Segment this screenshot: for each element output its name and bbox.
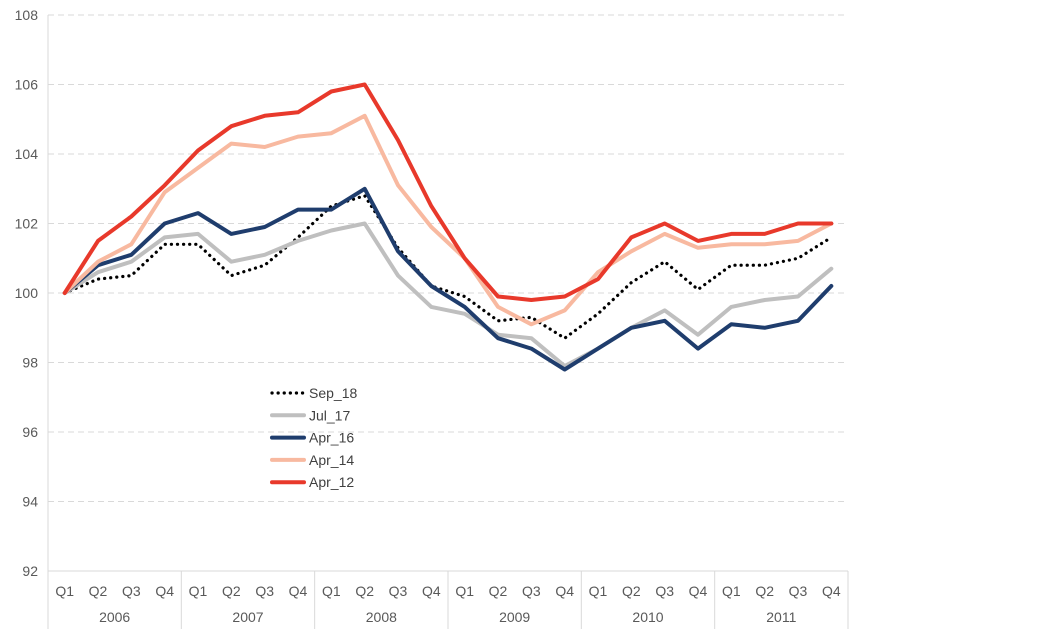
x-tick-label-quarter: Q1 bbox=[189, 583, 208, 599]
x-tick-label-year: 2006 bbox=[99, 609, 130, 625]
x-tick-label-quarter: Q4 bbox=[422, 583, 441, 599]
series-line-apr-14 bbox=[62, 113, 834, 327]
x-tick-label-quarter: Q2 bbox=[622, 583, 641, 599]
y-tick-label: 106 bbox=[15, 77, 39, 93]
x-tick-label-quarter: Q1 bbox=[589, 583, 608, 599]
legend-item: Apr_14 bbox=[270, 452, 354, 468]
x-tick-label-quarter: Q3 bbox=[789, 583, 808, 599]
y-tick-label: 92 bbox=[22, 563, 38, 579]
x-tick-label-quarter: Q3 bbox=[389, 583, 408, 599]
y-tick-label: 94 bbox=[22, 494, 38, 510]
x-axis-tick-labels: Q1 Q2 Q3 Q4 Q1 Q2 Q3 Q4 Q1 Q2 Q3 Q4 Q1 Q2 Q3 Q4 Q1 Q2 Q3 Q4… bbox=[55, 583, 841, 625]
x-tick-label-quarter: Q4 bbox=[689, 583, 708, 599]
x-tick-label-quarter: Q1 bbox=[322, 583, 341, 599]
y-tick-label: 100 bbox=[15, 285, 39, 301]
x-tick-label-quarter: Q1 bbox=[55, 583, 74, 599]
legend-item: Apr_16 bbox=[270, 430, 354, 446]
x-tick-label-quarter: Q2 bbox=[755, 583, 774, 599]
x-tick-label-quarter: Q4 bbox=[822, 583, 841, 599]
x-tick-label-year: 2008 bbox=[366, 609, 397, 625]
x-tick-label-quarter: Q1 bbox=[722, 583, 741, 599]
legend-item: Jul_17 bbox=[270, 407, 350, 423]
x-tick-label-quarter: Q3 bbox=[122, 583, 141, 599]
y-tick-label: 104 bbox=[15, 146, 39, 162]
x-tick-label-quarter: Q4 bbox=[289, 583, 308, 599]
axes bbox=[47, 15, 849, 629]
legend-label: Apr_12 bbox=[309, 474, 354, 490]
legend-item: Sep_18 bbox=[270, 385, 357, 401]
legend: Sep_18 Jul_17 Apr_16 Apr_14 Apr_12 bbox=[270, 385, 357, 490]
x-tick-label-quarter: Q3 bbox=[655, 583, 674, 599]
x-tick-label-quarter: Q2 bbox=[355, 583, 374, 599]
y-tick-label: 108 bbox=[15, 7, 39, 23]
x-tick-label-quarter: Q2 bbox=[222, 583, 241, 599]
series-lines bbox=[62, 82, 834, 372]
y-tick-label: 96 bbox=[22, 424, 38, 440]
series-line-apr-16 bbox=[62, 186, 834, 372]
legend-label: Apr_16 bbox=[309, 430, 354, 446]
x-tick-label-quarter: Q3 bbox=[522, 583, 541, 599]
x-tick-label-quarter: Q2 bbox=[89, 583, 108, 599]
legend-label: Jul_17 bbox=[309, 407, 350, 423]
x-tick-label-quarter: Q2 bbox=[489, 583, 508, 599]
x-tick-label-year: 2007 bbox=[232, 609, 263, 625]
legend-label: Sep_18 bbox=[309, 385, 357, 401]
y-tick-label: 102 bbox=[15, 216, 39, 232]
x-tick-label-year: 2010 bbox=[632, 609, 663, 625]
x-tick-label-quarter: Q4 bbox=[555, 583, 574, 599]
x-tick-label-quarter: Q1 bbox=[455, 583, 474, 599]
legend-label: Apr_14 bbox=[309, 452, 354, 468]
series-line-apr-12 bbox=[62, 82, 834, 302]
gridlines bbox=[48, 14, 848, 502]
x-tick-label-quarter: Q3 bbox=[255, 583, 274, 599]
legend-item: Apr_12 bbox=[270, 474, 354, 490]
x-tick-label-year: 2009 bbox=[499, 609, 530, 625]
x-tick-label-year: 2011 bbox=[766, 609, 796, 625]
series-line-sep-18 bbox=[63, 194, 833, 340]
y-axis-tick-labels: 92 94 96 98 100 102 104 106 108 bbox=[15, 7, 39, 579]
series-line-jul-17 bbox=[62, 221, 834, 368]
x-tick-label-quarter: Q4 bbox=[155, 583, 174, 599]
y-tick-label: 98 bbox=[22, 355, 38, 371]
